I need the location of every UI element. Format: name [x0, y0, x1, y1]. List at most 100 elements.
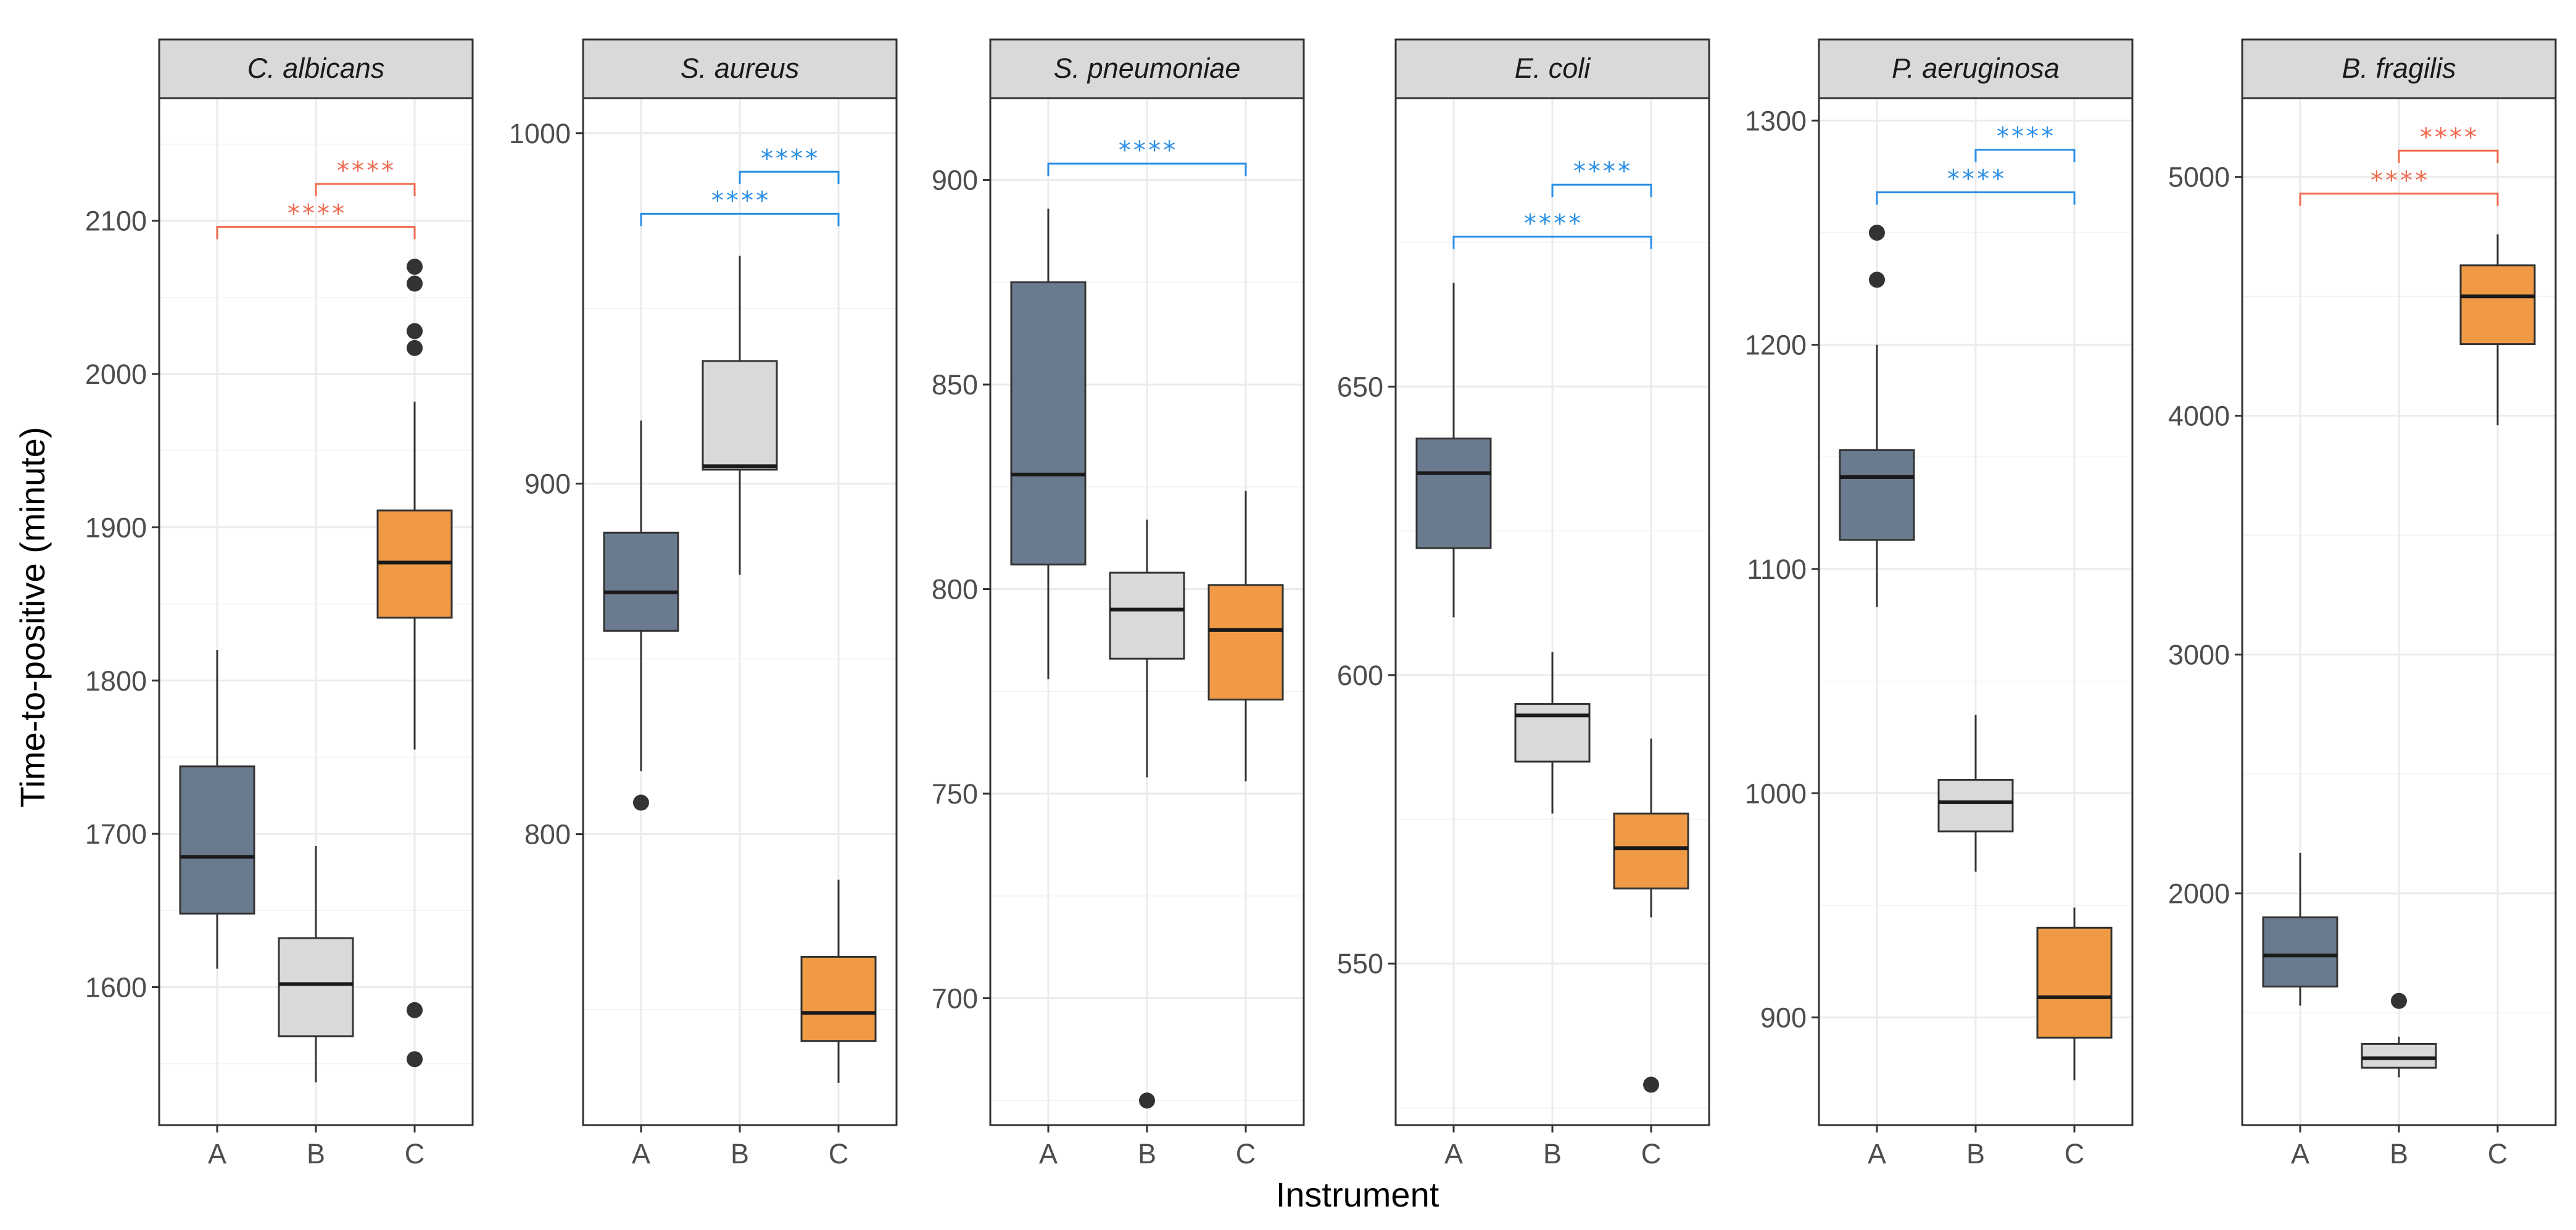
significance-label: **** [286, 200, 346, 228]
panel-title: C. albicans [247, 52, 385, 84]
iqr-box [2459, 264, 2536, 346]
y-tick-label: 1200 [1745, 330, 1807, 361]
panel-strip [1394, 38, 1710, 99]
bracket-line [1452, 235, 1652, 249]
panel-title: S. aureus [681, 52, 800, 84]
significance-label: **** [1572, 157, 1631, 186]
box-A [1415, 283, 1492, 618]
panels-group: C. albicans 1600 1700 1800 1900 2000 2100 A B C **… [85, 38, 2557, 1170]
y-tick-label: 900 [1760, 1002, 1807, 1034]
iqr-box [1109, 571, 1185, 660]
outlier-point [407, 1051, 423, 1068]
panel-5: P. aeruginosa 900 1000 1100 1200 1300 A B C **** *… [1745, 38, 2134, 1170]
y-tick-label: 5000 [2168, 162, 2230, 193]
panel-4: E. coli 550 600 650 A B C **** **** [1337, 38, 1710, 1170]
x-tick-label: B [1966, 1138, 1985, 1170]
bracket-line [216, 226, 416, 239]
box-C [1613, 738, 1689, 1093]
panel-border [1818, 97, 2134, 1126]
bracket-line [1974, 149, 2076, 162]
significance-bracket: **** [1452, 209, 1652, 249]
box-C [376, 259, 453, 1068]
y-tick-label: 1900 [85, 512, 147, 543]
panel-border [2241, 97, 2557, 1126]
panel-1: C. albicans 1600 1700 1800 1900 2000 2100 A B C **… [85, 38, 474, 1170]
significance-label: **** [1523, 209, 1582, 238]
panel-title: P. aeruginosa [1892, 52, 2060, 84]
panel-title: B. fragilis [2342, 52, 2456, 84]
significance-label: **** [710, 186, 769, 215]
iqr-box [278, 937, 354, 1037]
iqr-box [2262, 916, 2338, 988]
box-A [179, 650, 255, 969]
x-tick-label: C [829, 1138, 849, 1170]
box-A [2262, 852, 2338, 1006]
panel-strip [989, 38, 1305, 99]
box-B [1109, 519, 1185, 1109]
panel-title: S. pneumoniae [1054, 52, 1241, 84]
outlier-point [1868, 272, 1885, 288]
outlier-point [407, 275, 423, 292]
box-B [278, 846, 354, 1082]
outlier-point [1643, 1076, 1660, 1093]
iqr-box [1207, 584, 1284, 701]
y-tick-label: 700 [932, 983, 978, 1014]
iqr-box [1839, 449, 1915, 541]
bracket-line [2398, 149, 2499, 164]
significance-label: **** [2419, 123, 2478, 152]
x-tick-label: B [1138, 1138, 1156, 1170]
iqr-box [179, 765, 255, 915]
x-tick-label: A [1868, 1138, 1886, 1170]
outlier-point [632, 794, 649, 811]
y-tick-label: 650 [1337, 371, 1383, 402]
outlier-point [407, 339, 423, 356]
outlier-point [2391, 992, 2407, 1009]
box-C [2459, 234, 2536, 426]
x-tick-label: A [1039, 1138, 1058, 1170]
bracket-line [739, 170, 840, 185]
iqr-box [702, 360, 778, 471]
iqr-box [1514, 703, 1591, 763]
box-B [2361, 992, 2437, 1078]
panel-2: S. aureus 800 900 1000 A B C **** **** [509, 38, 898, 1170]
x-tick-label: C [405, 1138, 425, 1170]
bracket-line [1551, 183, 1652, 197]
y-tick-label: 900 [524, 468, 571, 500]
x-tick-label: B [2390, 1138, 2408, 1170]
box-C [2036, 907, 2113, 1081]
y-tick-label: 800 [524, 819, 571, 850]
y-tick-label: 1100 [1747, 554, 1807, 585]
significance-label: **** [336, 157, 395, 185]
y-tick-label: 4000 [2168, 401, 2230, 432]
significance-bracket: **** [1876, 165, 2076, 205]
y-tick-label: 1300 [1745, 105, 1807, 136]
box-C [800, 879, 877, 1083]
y-tick-label: 800 [932, 574, 978, 605]
panel-strip [582, 38, 898, 99]
outlier-point [407, 259, 423, 275]
panel-strip [2241, 38, 2557, 99]
x-tick-label: A [632, 1138, 650, 1170]
significance-bracket: **** [315, 157, 416, 197]
box-A [1010, 208, 1087, 679]
significance-label: **** [2369, 167, 2429, 195]
outlier-point [407, 1002, 423, 1018]
significance-bracket: **** [1551, 157, 1652, 197]
panel-border [1394, 97, 1710, 1126]
significance-bracket: **** [739, 144, 840, 185]
x-tick-label: C [2488, 1138, 2508, 1170]
box-A [603, 420, 679, 811]
iqr-box [2036, 926, 2113, 1039]
iqr-box [603, 531, 679, 632]
significance-bracket: **** [2398, 123, 2499, 164]
y-tick-label: 1600 [85, 971, 147, 1003]
significance-label: **** [760, 144, 819, 173]
box-B [1937, 715, 2014, 872]
box-B [1514, 652, 1591, 814]
y-tick-label: 3000 [2168, 639, 2230, 671]
x-tick-label: C [1641, 1138, 1662, 1170]
significance-bracket: **** [1974, 123, 2076, 162]
y-tick-label: 2100 [85, 206, 147, 237]
iqr-box [1937, 778, 2014, 833]
x-axis-title: Instrument [1276, 1175, 1439, 1214]
